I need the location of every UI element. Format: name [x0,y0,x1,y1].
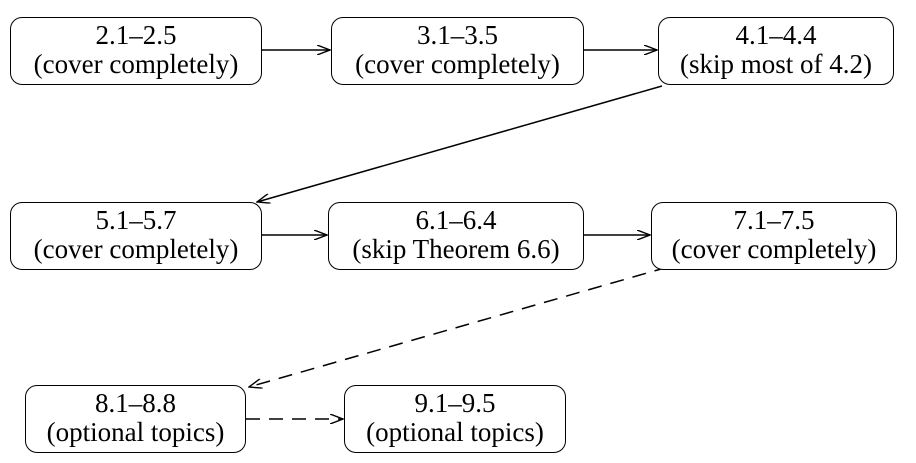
node-9-1-to-9-5: 9.1–9.5 (optional topics) [344,385,566,453]
node-7-1-to-7-5: 7.1–7.5 (cover completely) [651,202,897,270]
node-note: (cover completely) [33,49,239,79]
node-6-1-to-6-4: 6.1–6.4 (skip Theorem 6.6) [328,202,584,270]
node-5-1-to-5-7: 5.1–5.7 (cover completely) [10,202,262,270]
node-note: (cover completely) [671,234,877,264]
node-range: 3.1–3.5 [417,20,498,50]
node-note: (optional topics) [366,417,544,447]
node-note: (skip Theorem 6.6) [352,234,560,264]
node-range: 4.1–4.4 [735,20,817,50]
node-range: 9.1–9.5 [414,388,496,418]
node-note: (cover completely) [355,49,560,79]
node-range: 5.1–5.7 [95,205,177,235]
node-range: 7.1–7.5 [733,205,815,235]
edge-7-to-8 [249,266,669,387]
node-8-1-to-8-8: 8.1–8.8 (optional topics) [25,385,246,453]
node-2-1-to-2-5: 2.1–2.5 (cover completely) [10,17,262,85]
node-range: 8.1–8.8 [95,388,176,418]
node-range: 6.1–6.4 [415,205,497,235]
node-3-1-to-3-5: 3.1–3.5 (cover completely) [331,17,584,85]
node-note: (cover completely) [33,234,239,264]
node-note: (optional topics) [46,417,225,447]
node-note: (skip most of 4.2) [680,49,872,79]
node-4-1-to-4-4: 4.1–4.4 (skip most of 4.2) [658,17,894,85]
node-range: 2.1–2.5 [95,20,177,50]
edge-4-to-5 [257,85,663,202]
